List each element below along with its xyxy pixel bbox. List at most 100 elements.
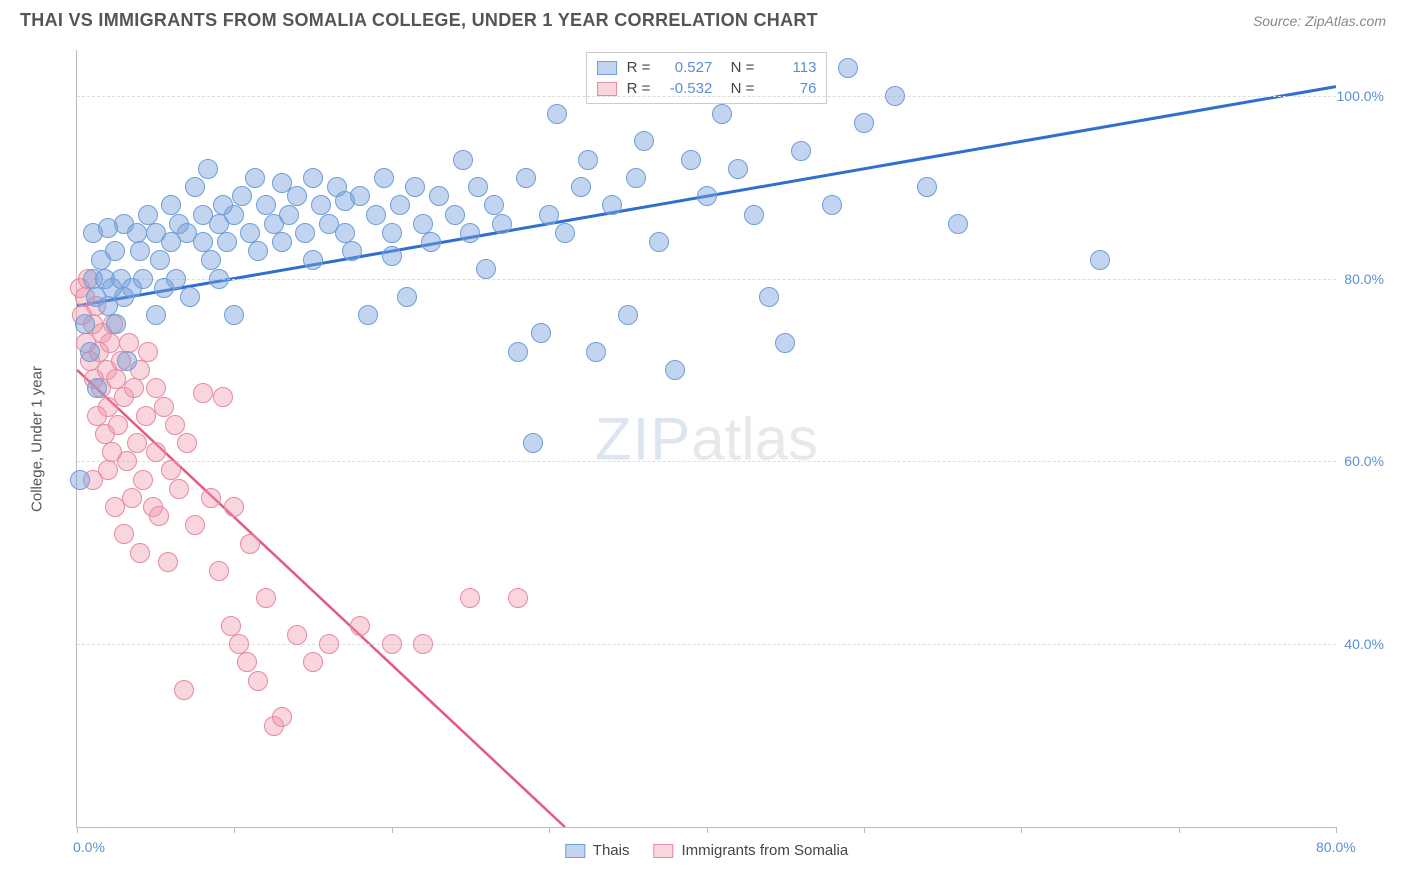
scatter-point-somalia: [221, 616, 241, 636]
scatter-point-somalia: [272, 707, 292, 727]
scatter-point-thais: [138, 205, 158, 225]
scatter-point-somalia: [119, 333, 139, 353]
scatter-point-thais: [201, 250, 221, 270]
scatter-point-somalia: [165, 415, 185, 435]
scatter-point-thais: [279, 205, 299, 225]
scatter-point-thais: [681, 150, 701, 170]
scatter-point-somalia: [209, 561, 229, 581]
scatter-point-thais: [80, 342, 100, 362]
scatter-point-somalia: [161, 460, 181, 480]
x-tick: [77, 827, 78, 833]
scatter-point-somalia: [98, 460, 118, 480]
scatter-point-somalia: [146, 378, 166, 398]
legend-n-label: N =: [722, 59, 754, 76]
x-tick: [234, 827, 235, 833]
scatter-point-thais: [287, 186, 307, 206]
scatter-point-thais: [161, 195, 181, 215]
scatter-point-thais: [838, 58, 858, 78]
scatter-point-thais: [342, 241, 362, 261]
y-tick-label: 80.0%: [1344, 271, 1384, 287]
scatter-point-thais: [303, 250, 323, 270]
scatter-point-thais: [697, 186, 717, 206]
scatter-point-somalia: [350, 616, 370, 636]
scatter-point-thais: [602, 195, 622, 215]
scatter-point-somalia: [319, 634, 339, 654]
scatter-point-somalia: [174, 680, 194, 700]
scatter-point-thais: [272, 232, 292, 252]
scatter-point-thais: [166, 269, 186, 289]
x-tick: [392, 827, 393, 833]
x-tick: [864, 827, 865, 833]
scatter-point-thais: [634, 131, 654, 151]
watermark: ZIPatlas: [595, 404, 818, 473]
scatter-point-thais: [150, 250, 170, 270]
scatter-point-thais: [484, 195, 504, 215]
legend-n-value-thais: 113: [764, 59, 816, 76]
legend-r-value-somalia: -0.532: [660, 80, 712, 97]
scatter-point-somalia: [237, 652, 257, 672]
legend-swatch-thais: [565, 844, 585, 858]
scatter-point-somalia: [122, 488, 142, 508]
scatter-point-thais: [350, 186, 370, 206]
scatter-point-somalia: [158, 552, 178, 572]
legend-item-somalia: Immigrants from Somalia: [653, 842, 848, 859]
scatter-point-somalia: [149, 506, 169, 526]
scatter-point-thais: [885, 86, 905, 106]
scatter-point-thais: [106, 314, 126, 334]
trendline-somalia: [77, 370, 565, 827]
legend-item-thais: Thais: [565, 842, 630, 859]
y-tick-label: 60.0%: [1344, 453, 1384, 469]
gridline-h: [77, 461, 1336, 462]
scatter-point-somalia: [413, 634, 433, 654]
scatter-point-thais: [460, 223, 480, 243]
scatter-point-thais: [75, 314, 95, 334]
scatter-point-somalia: [193, 383, 213, 403]
scatter-point-thais: [405, 177, 425, 197]
scatter-point-thais: [728, 159, 748, 179]
scatter-point-somalia: [108, 415, 128, 435]
scatter-point-thais: [822, 195, 842, 215]
gridline-h: [77, 279, 1336, 280]
scatter-point-somalia: [382, 634, 402, 654]
scatter-point-thais: [547, 104, 567, 124]
legend-swatch-somalia: [597, 82, 617, 96]
scatter-point-thais: [245, 168, 265, 188]
scatter-point-somalia: [240, 534, 260, 554]
legend-label-somalia: Immigrants from Somalia: [681, 842, 848, 859]
scatter-point-thais: [180, 287, 200, 307]
scatter-point-thais: [311, 195, 331, 215]
scatter-point-thais: [248, 241, 268, 261]
scatter-point-thais: [578, 150, 598, 170]
scatter-point-thais: [516, 168, 536, 188]
scatter-point-thais: [854, 113, 874, 133]
plot-area: College, Under 1 year ZIPatlas R =0.527 …: [76, 50, 1336, 828]
gridline-h: [77, 96, 1336, 97]
scatter-point-thais: [382, 223, 402, 243]
scatter-point-thais: [712, 104, 732, 124]
scatter-point-somalia: [124, 378, 144, 398]
legend-n-value-somalia: 76: [764, 80, 816, 97]
scatter-point-thais: [413, 214, 433, 234]
scatter-point-thais: [586, 342, 606, 362]
scatter-point-thais: [117, 351, 137, 371]
legend-swatch-thais: [597, 61, 617, 75]
scatter-point-thais: [133, 269, 153, 289]
scatter-point-thais: [256, 195, 276, 215]
scatter-point-thais: [358, 305, 378, 325]
x-tick: [707, 827, 708, 833]
scatter-point-thais: [209, 269, 229, 289]
y-axis-title: College, Under 1 year: [29, 366, 46, 512]
scatter-point-thais: [295, 223, 315, 243]
y-tick-label: 100.0%: [1337, 88, 1384, 104]
scatter-point-thais: [492, 214, 512, 234]
scatter-point-thais: [468, 177, 488, 197]
legend-swatch-somalia: [653, 844, 673, 858]
scatter-point-thais: [127, 223, 147, 243]
scatter-point-somalia: [256, 588, 276, 608]
scatter-point-somalia: [213, 387, 233, 407]
scatter-point-somalia: [303, 652, 323, 672]
scatter-point-thais: [366, 205, 386, 225]
scatter-point-thais: [453, 150, 473, 170]
scatter-point-thais: [539, 205, 559, 225]
scatter-point-thais: [130, 241, 150, 261]
